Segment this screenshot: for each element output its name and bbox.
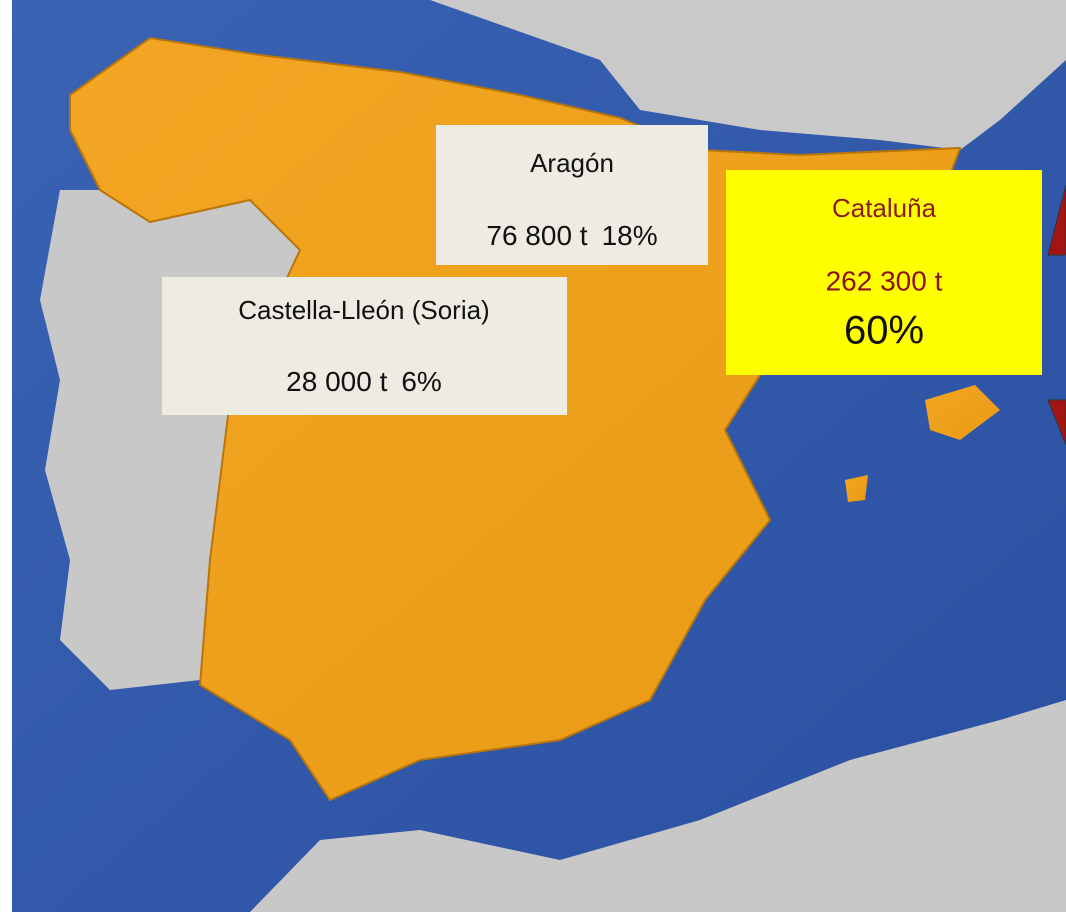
ibiza (845, 475, 868, 502)
label-box (436, 125, 708, 265)
arrow-up (1047, 184, 1066, 256)
region-share: 18% (602, 220, 658, 251)
arrow-down (1047, 399, 1066, 446)
region-amount: 262 300 t (826, 265, 943, 296)
label-box (162, 277, 567, 415)
region-name: Cataluña (832, 193, 937, 223)
region-share: 60% (844, 309, 924, 353)
label-box (726, 170, 1042, 375)
region-name: Aragón (530, 148, 614, 178)
region-amount: 28 000 t (286, 366, 387, 397)
region-figures: 76 800 t 18% (486, 220, 657, 251)
africa (250, 700, 1066, 912)
mallorca (925, 385, 1000, 440)
region-name: Castella-Lleón (Soria) (238, 295, 489, 325)
france (430, 0, 1066, 150)
region-amount: 76 800 t (486, 220, 587, 251)
region-figures: 28 000 t 6% (286, 366, 442, 397)
region-share: 6% (401, 366, 441, 397)
